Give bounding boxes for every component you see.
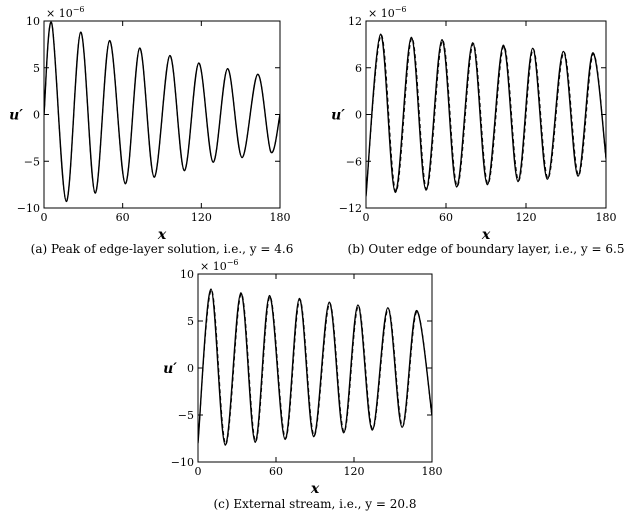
y-tick-label: 5: [33, 62, 40, 75]
x-tick-label: 180: [270, 211, 291, 224]
x-tick-label: 60: [116, 211, 130, 224]
x-tick-label: 120: [344, 465, 365, 478]
panel-caption: (b) Outer edge of boundary layer, i.e., …: [348, 242, 625, 256]
x-tick-label: 0: [41, 211, 48, 224]
y-tick-label: 0: [187, 362, 194, 375]
series-line-solid: [366, 33, 606, 197]
y-scale-exponent: −6: [227, 258, 239, 267]
x-axis-label: x: [157, 227, 167, 243]
chart-panel-a: 0 60 120 180 10 5 0 −5 −10 × 10−6 x u′ (a) Peak of e…: [9, 5, 293, 256]
y-tick-label: −5: [178, 409, 194, 422]
y-tick-label: −10: [171, 456, 194, 469]
series-line-dashed: [366, 34, 606, 195]
y-tick-label: 6: [355, 62, 362, 75]
y-tick-label: −6: [346, 155, 362, 168]
x-axis-label: x: [481, 227, 491, 243]
x-tick-label: 120: [516, 211, 537, 224]
y-tick-label: 10: [180, 268, 194, 281]
x-tick-label: 60: [439, 211, 453, 224]
x-tick-label: 60: [269, 465, 283, 478]
y-tick-label: 0: [33, 109, 40, 122]
y-tick-label: −5: [24, 155, 40, 168]
y-scale-label: × 10−6: [368, 5, 407, 20]
y-tick-label: −12: [339, 202, 362, 215]
x-tick-label: 180: [596, 211, 617, 224]
series-line-solid: [44, 21, 280, 203]
y-tick-label: 5: [187, 315, 194, 328]
y-axis-label: u′: [331, 108, 345, 124]
series-line-solid: [198, 288, 432, 446]
y-scale-base: × 10: [368, 7, 395, 20]
y-scale-label: × 10−6: [46, 5, 85, 20]
series-line-dashed: [44, 21, 280, 203]
plot-area: [198, 288, 432, 446]
panel-caption: (c) External stream, i.e., y = 20.8: [214, 497, 417, 511]
y-tick-label: −10: [17, 202, 40, 215]
y-scale-base: × 10: [200, 260, 227, 273]
y-scale-label: × 10−6: [200, 258, 239, 273]
y-axis-label: u′: [163, 361, 177, 377]
x-tick-label: 180: [422, 465, 443, 478]
y-scale-base: × 10: [46, 7, 73, 20]
plot-area: [44, 21, 280, 203]
y-tick-label: 10: [26, 15, 40, 28]
y-scale-exponent: −6: [73, 5, 85, 14]
y-scale-exponent: −6: [395, 5, 407, 14]
y-tick-label: 12: [348, 15, 362, 28]
x-tick-label: 0: [363, 211, 370, 224]
series-line-dashed: [198, 289, 432, 445]
x-axis-label: x: [310, 481, 320, 497]
panel-caption: (a) Peak of edge-layer solution, i.e., y…: [31, 242, 294, 256]
y-axis-label: u′: [9, 108, 23, 124]
chart-panel-c: 0 60 120 180 10 5 0 −5 −10 × 10−6 x u′ (c) External …: [163, 258, 442, 511]
x-tick-label: 0: [195, 465, 202, 478]
plot-area: [366, 33, 606, 197]
x-tick-label: 120: [191, 211, 212, 224]
y-tick-label: 0: [355, 109, 362, 122]
